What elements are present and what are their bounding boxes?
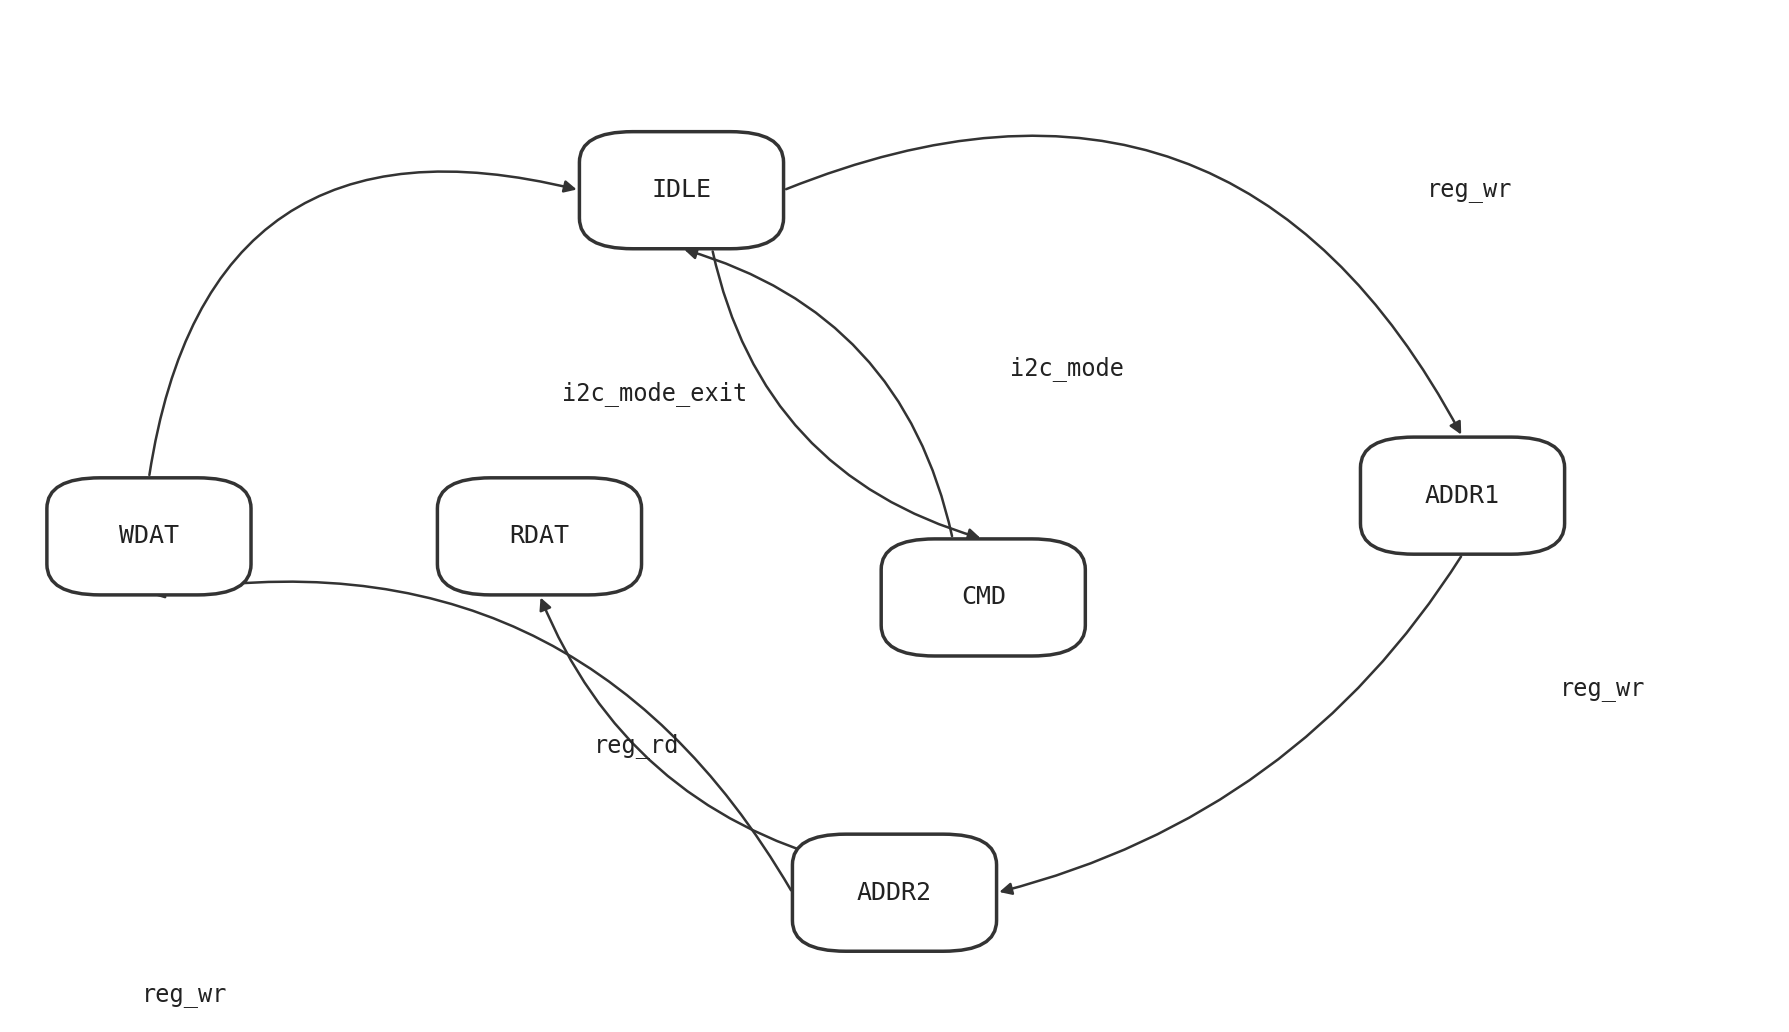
Text: WDAT: WDAT [118,524,179,548]
FancyBboxPatch shape [1360,438,1565,554]
FancyBboxPatch shape [580,132,784,249]
Text: IDLE: IDLE [651,179,712,202]
Text: reg_rd: reg_rd [594,733,680,757]
FancyBboxPatch shape [437,478,642,594]
Text: i2c_mode: i2c_mode [1009,356,1123,381]
Text: CMD: CMD [961,585,1005,610]
Text: reg_wr: reg_wr [1428,179,1512,202]
Text: reg_wr: reg_wr [1560,677,1646,701]
FancyBboxPatch shape [882,539,1086,656]
Text: i2c_mode_exit: i2c_mode_exit [562,382,748,407]
FancyBboxPatch shape [793,834,996,952]
FancyBboxPatch shape [47,478,250,594]
Text: RDAT: RDAT [510,524,569,548]
Text: ADDR1: ADDR1 [1426,484,1499,508]
Text: ADDR2: ADDR2 [857,880,932,905]
Text: reg_wr: reg_wr [141,982,227,1006]
